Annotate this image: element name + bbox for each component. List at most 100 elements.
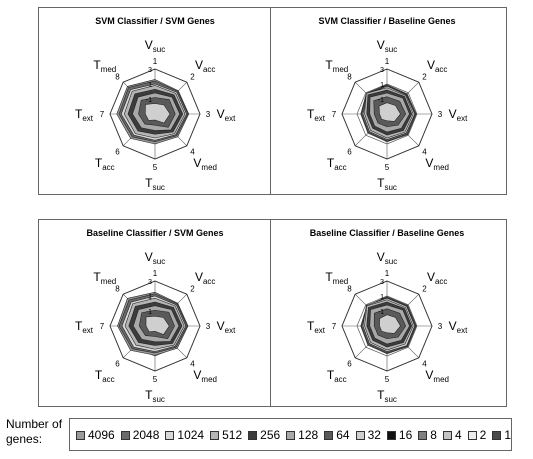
axis-label: Tsuc	[145, 176, 165, 192]
chart-title: SVM Classifier / Baseline Genes	[318, 16, 455, 26]
legend-swatch	[210, 431, 219, 440]
chart-title: Baseline Classifier / Baseline Genes	[310, 228, 465, 238]
legend-label: 4	[455, 428, 462, 442]
legend-label: 256	[260, 428, 280, 442]
legend-swatch	[324, 431, 333, 440]
legend-swatch	[492, 431, 501, 440]
chart-title: SVM Classifier / SVM Genes	[95, 16, 215, 26]
axis-number: 7	[332, 322, 337, 331]
legend-item: 4096	[76, 428, 115, 442]
axis-label: Text	[307, 107, 326, 123]
radar-panel-svm-svm: SVM Classifier / SVM Genes -1 1 3 1 Vsuc 2 Vacc…	[38, 7, 275, 195]
legend: 4096 2048 1024 512 256 128 64 32 16 8 4 2 1	[69, 418, 512, 451]
axis-number: 2	[190, 285, 195, 294]
legend-title: Number of genes:	[6, 417, 66, 447]
axis-label: Vmed	[425, 368, 449, 384]
axis-number: 2	[422, 285, 427, 294]
axis-number: 3	[438, 322, 443, 331]
axis-label: Text	[75, 319, 94, 335]
axis-number: 5	[153, 375, 158, 384]
legend-label: 1024	[177, 428, 204, 442]
legend-label: 64	[336, 428, 349, 442]
axis-label: Tsuc	[145, 388, 165, 404]
legend-swatch	[76, 431, 85, 440]
radar-chart-svm-baseline: SVM Classifier / Baseline Genes-1131Vsuc…	[271, 8, 508, 196]
legend-swatch	[418, 431, 427, 440]
legend-label: 8	[430, 428, 437, 442]
axis-label: Vacc	[427, 270, 447, 286]
axis-number: 6	[115, 359, 120, 368]
legend-item: 1	[492, 428, 511, 442]
radar-chart-baseline-svm: Baseline Classifier / SVM Genes-1131Vsuc…	[39, 220, 276, 408]
axis-label: Vmed	[193, 156, 217, 172]
tick-label: -1	[378, 97, 384, 104]
axis-label: Tmed	[93, 270, 116, 286]
legend-item: 512	[210, 428, 242, 442]
legend-swatch	[286, 431, 295, 440]
legend-item: 256	[248, 428, 280, 442]
legend-label: 128	[298, 428, 318, 442]
legend-swatch	[356, 431, 365, 440]
radar-chart-svm-svm: SVM Classifier / SVM Genes-1131Vsuc2Vacc…	[39, 8, 276, 196]
axis-label: Tacc	[327, 156, 347, 172]
legend-label: 2048	[133, 428, 160, 442]
legend-items: 4096 2048 1024 512 256 128 64 32 16 8 4 2 1	[76, 428, 517, 442]
axis-label: Vacc	[195, 270, 215, 286]
tick-label: 3	[148, 67, 152, 74]
axis-label: Vsuc	[145, 38, 165, 54]
legend-label: 32	[368, 428, 381, 442]
radar-panel-baseline-baseline: Baseline Classifier / Baseline Genes -1 1 3…	[270, 219, 507, 407]
axis-label: Tmed	[325, 58, 348, 74]
axis-label: Vext	[449, 107, 468, 123]
axis-number: 7	[332, 110, 337, 119]
radar-chart-baseline-baseline: Baseline Classifier / Baseline Genes-113…	[271, 220, 508, 408]
tick-label: 1	[380, 82, 384, 89]
axis-label: Vsuc	[377, 38, 397, 54]
axis-number: 3	[206, 110, 211, 119]
chart-title: Baseline Classifier / SVM Genes	[86, 228, 223, 238]
legend-swatch	[165, 431, 174, 440]
axis-number: 5	[153, 163, 158, 172]
axis-number: 3	[438, 110, 443, 119]
axis-number: 3	[206, 322, 211, 331]
axis-label: Vmed	[425, 156, 449, 172]
tick-label: 1	[148, 294, 152, 301]
axis-number: 6	[347, 359, 352, 368]
tick-label: -1	[146, 309, 152, 316]
axis-number: 1	[385, 269, 390, 278]
axis-number: 5	[385, 163, 390, 172]
axis-label: Vext	[217, 107, 236, 123]
radar-panel-svm-baseline: SVM Classifier / Baseline Genes -1 1 3 1 Vsuc…	[270, 7, 507, 195]
axis-label: Tmed	[93, 58, 116, 74]
axis-number: 6	[347, 147, 352, 156]
axis-label: Tsuc	[377, 388, 397, 404]
axis-label: Vsuc	[145, 250, 165, 266]
axis-number: 1	[385, 57, 390, 66]
axis-number: 2	[422, 73, 427, 82]
axis-number: 1	[153, 57, 158, 66]
axis-label: Vsuc	[377, 250, 397, 266]
legend-item: 16	[387, 428, 412, 442]
axis-label: Vext	[449, 319, 468, 335]
legend-swatch	[387, 431, 396, 440]
tick-label: 3	[380, 67, 384, 74]
legend-label: 2	[480, 428, 487, 442]
axis-number: 7	[100, 322, 105, 331]
axis-number: 7	[100, 110, 105, 119]
legend-item: 2048	[121, 428, 160, 442]
axis-label: Tmed	[325, 270, 348, 286]
radar-panel-baseline-svm: Baseline Classifier / SVM Genes -1 1 3 1 Vsuc…	[38, 219, 275, 407]
legend-swatch	[443, 431, 452, 440]
tick-label: -1	[146, 97, 152, 104]
axis-label: Tacc	[95, 156, 115, 172]
tick-label: 1	[148, 82, 152, 89]
axis-label: Vmed	[193, 368, 217, 384]
legend-item: 2	[468, 428, 487, 442]
tick-label: 3	[148, 279, 152, 286]
legend-item: 4	[443, 428, 462, 442]
axis-label: Text	[307, 319, 326, 335]
axis-label: Vacc	[427, 58, 447, 74]
legend-item: 64	[324, 428, 349, 442]
legend-swatch	[248, 431, 257, 440]
legend-item: 32	[356, 428, 381, 442]
